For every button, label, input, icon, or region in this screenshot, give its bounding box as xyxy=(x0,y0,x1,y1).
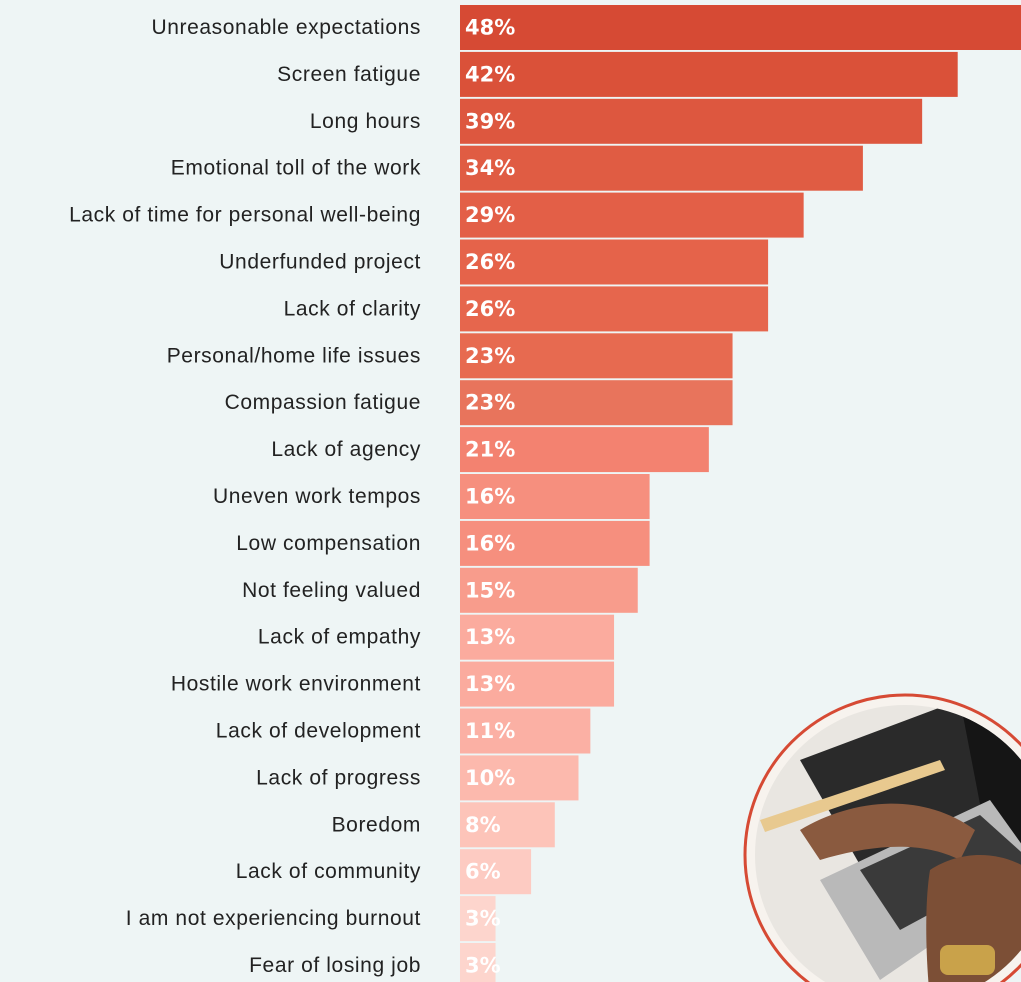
category-label: Personal/home life issues xyxy=(167,344,421,367)
value-label: 15% xyxy=(465,578,515,602)
category-label: Unreasonable expectations xyxy=(151,16,421,39)
bar xyxy=(460,286,769,332)
bar xyxy=(460,239,769,285)
bar xyxy=(460,567,638,613)
category-label: Lack of community xyxy=(236,860,421,883)
value-label: 3% xyxy=(465,907,501,931)
bar xyxy=(460,520,650,566)
value-label: 23% xyxy=(465,344,515,368)
category-label: Lack of clarity xyxy=(284,297,421,320)
bar xyxy=(460,192,804,238)
value-label: 23% xyxy=(465,391,515,415)
category-label: Compassion fatigue xyxy=(225,391,421,414)
value-label: 42% xyxy=(465,62,515,86)
category-label: Lack of progress xyxy=(256,766,421,789)
bar xyxy=(460,661,615,707)
category-label: Screen fatigue xyxy=(277,63,421,86)
value-label: 34% xyxy=(465,156,515,180)
category-label: Not feeling valued xyxy=(242,579,421,602)
bar xyxy=(460,333,733,379)
value-label: 48% xyxy=(465,16,515,40)
bar xyxy=(460,474,650,519)
value-label: 16% xyxy=(465,485,515,509)
value-label: 11% xyxy=(465,719,515,743)
bar xyxy=(460,755,579,801)
value-label: 26% xyxy=(465,297,515,321)
value-label: 16% xyxy=(465,531,515,555)
bar xyxy=(460,708,591,754)
value-label: 29% xyxy=(465,203,515,227)
bar xyxy=(460,98,923,144)
bar xyxy=(460,380,733,426)
bar xyxy=(460,849,532,895)
value-label: 10% xyxy=(465,766,515,790)
category-label: Lack of development xyxy=(216,720,421,743)
bar xyxy=(460,427,709,473)
category-label: Boredom xyxy=(332,813,421,836)
value-label: 26% xyxy=(465,250,515,274)
bar xyxy=(460,943,496,982)
category-label: Uneven work tempos xyxy=(213,485,421,508)
bar xyxy=(460,614,615,660)
value-label: 6% xyxy=(465,860,501,884)
category-label: Emotional toll of the work xyxy=(171,157,421,180)
category-label: Lack of agency xyxy=(271,438,421,461)
category-label: Underfunded project xyxy=(219,251,421,274)
bar xyxy=(460,145,863,191)
value-label: 8% xyxy=(465,813,501,837)
category-label: Long hours xyxy=(310,110,421,133)
bars: Unreasonable expectations 48% Screen fatig… xyxy=(69,5,1021,982)
category-label: I am not experiencing burnout xyxy=(126,907,421,930)
bar xyxy=(460,896,496,942)
value-label: 3% xyxy=(465,954,501,978)
category-label: Lack of empathy xyxy=(258,626,421,649)
category-label: Lack of time for personal well-being xyxy=(69,204,421,227)
value-label: 13% xyxy=(465,625,515,649)
bar xyxy=(460,802,555,848)
category-label: Fear of losing job xyxy=(249,954,421,977)
category-label: Low compensation xyxy=(236,532,421,555)
photo xyxy=(743,693,1021,982)
bar xyxy=(460,51,958,97)
value-label: 21% xyxy=(465,438,515,462)
value-label: 39% xyxy=(465,109,515,133)
bar xyxy=(460,5,1021,50)
category-label: Hostile work environment xyxy=(171,673,421,696)
value-label: 13% xyxy=(465,672,515,696)
